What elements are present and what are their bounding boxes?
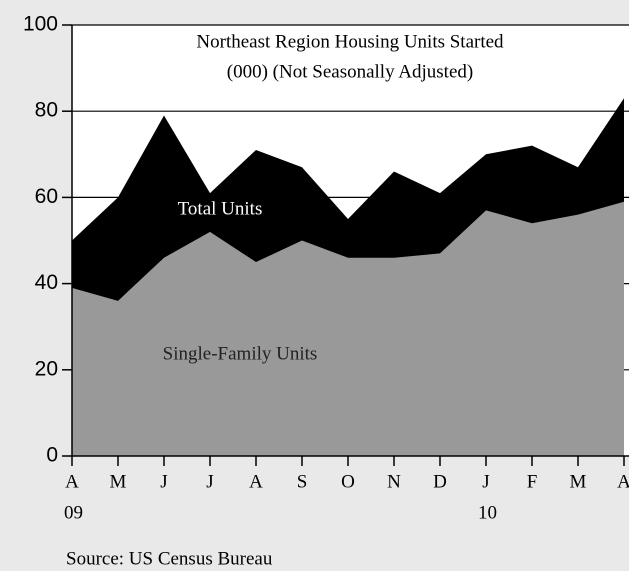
year-label: 09 — [64, 502, 83, 523]
x-tick-label: M — [110, 471, 127, 492]
x-tick-label: N — [387, 471, 401, 492]
x-tick-label: M — [570, 471, 587, 492]
x-tick-label: S — [297, 471, 308, 492]
x-tick-label: J — [206, 471, 213, 492]
series-label: Total Units — [178, 198, 263, 219]
x-tick-label: F — [527, 471, 538, 492]
chart-subtitle: (000) (Not Seasonally Adjusted) — [227, 61, 473, 82]
x-tick-label: O — [341, 471, 355, 492]
source: Source: US Census Bureau — [66, 548, 273, 569]
area — [72, 201, 624, 456]
x-tick-label: A — [249, 471, 263, 492]
y-tick-label: 0 — [46, 444, 58, 467]
y-tick-label: 80 — [35, 99, 58, 122]
y-tick-label: 40 — [35, 271, 58, 294]
x-tick-label: D — [433, 471, 447, 492]
x-tick-label: A — [617, 471, 629, 492]
y-tick-label: 100 — [23, 13, 58, 36]
year-label: 10 — [478, 502, 497, 523]
y-tick-label: 20 — [35, 357, 58, 380]
x-tick-label: J — [482, 471, 489, 492]
y-tick-label: 60 — [35, 185, 58, 208]
x-tick-label: A — [65, 471, 79, 492]
x-tick-label: J — [160, 471, 167, 492]
series-label: Single-Family Units — [163, 343, 318, 364]
chart-title: Northeast Region Housing Units Started — [196, 31, 504, 52]
